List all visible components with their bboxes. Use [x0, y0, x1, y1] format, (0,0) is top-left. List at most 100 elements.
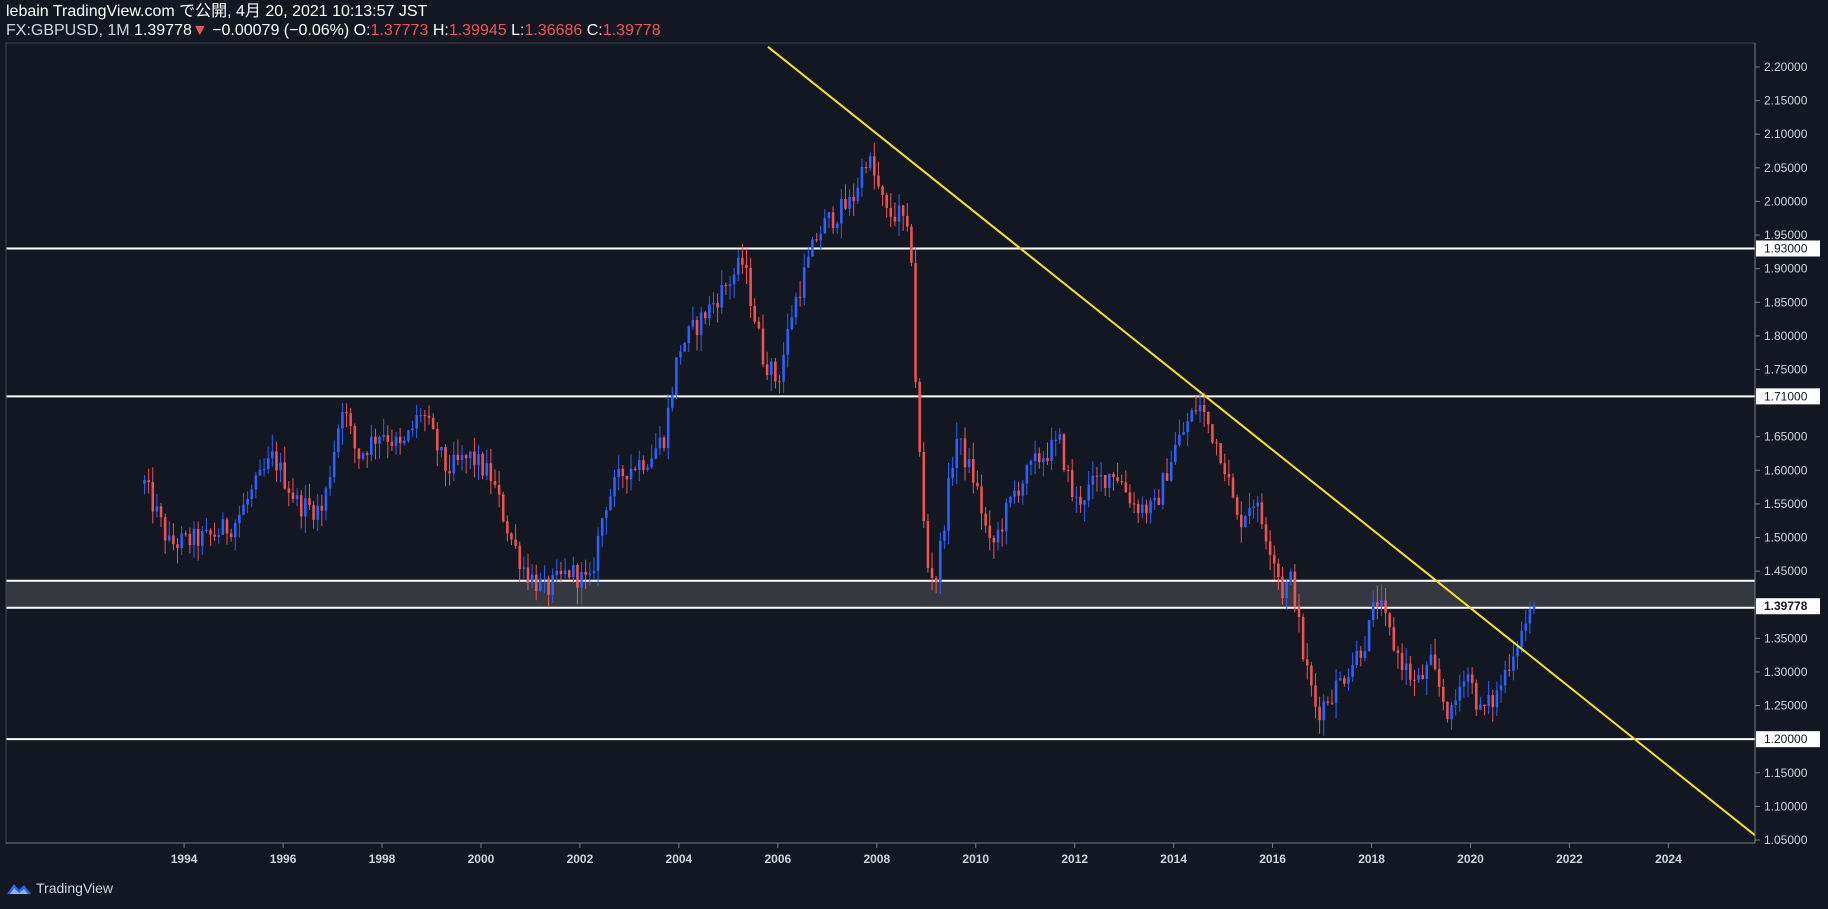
candle-body — [1161, 473, 1165, 505]
candle — [1359, 646, 1363, 667]
candle — [308, 483, 311, 511]
candle — [786, 313, 790, 368]
candle — [312, 500, 315, 529]
candle — [1425, 661, 1429, 696]
candle — [1495, 681, 1499, 716]
candle-body — [1281, 577, 1284, 599]
candle-body — [1351, 664, 1354, 677]
candle — [1153, 488, 1156, 510]
candle — [1029, 459, 1033, 476]
candle-body — [650, 458, 653, 468]
candle-body — [316, 505, 319, 520]
candle-body — [1499, 685, 1503, 691]
candle — [1091, 461, 1095, 500]
candle — [1458, 674, 1462, 712]
candle — [510, 532, 513, 545]
candle-body — [1466, 674, 1470, 682]
x-tick-label: 2008 — [863, 852, 890, 866]
candle-body — [699, 312, 703, 335]
candle-body — [271, 451, 274, 459]
candle-body — [403, 440, 406, 444]
candle-body — [1004, 502, 1008, 532]
candle-body — [1207, 412, 1210, 425]
candle-body — [757, 321, 761, 329]
candle — [1066, 465, 1070, 483]
candle — [415, 404, 418, 439]
candle — [1520, 621, 1523, 653]
candle-body — [1132, 503, 1136, 505]
candle-body — [1083, 500, 1086, 505]
candle — [724, 282, 728, 296]
candle — [1310, 661, 1313, 697]
candle-body — [246, 498, 249, 505]
candle — [967, 448, 971, 474]
candle — [1384, 587, 1387, 627]
candle — [617, 455, 620, 491]
candle-body — [1512, 656, 1515, 671]
price-axis-box-label: 1.71000 — [1764, 389, 1808, 403]
candle-body — [918, 381, 921, 452]
candle — [456, 439, 460, 466]
candle — [955, 422, 959, 485]
candle — [823, 209, 827, 234]
candle — [1004, 498, 1008, 545]
candle — [906, 203, 909, 232]
candle — [939, 532, 942, 594]
candle-body — [1520, 630, 1523, 648]
candle-body — [147, 480, 150, 483]
candle — [295, 488, 299, 507]
candle-body — [370, 436, 373, 456]
candle — [299, 489, 303, 529]
candle — [860, 158, 864, 197]
candle-body — [522, 567, 526, 569]
candle — [205, 518, 208, 534]
candle — [468, 451, 472, 470]
candle — [716, 293, 719, 323]
candle-body — [654, 448, 658, 459]
candle-body — [1042, 457, 1045, 463]
candle — [1178, 419, 1181, 447]
y-tick-label: 1.60000 — [1764, 463, 1808, 477]
y-tick-label: 1.45000 — [1764, 564, 1808, 578]
candle-body — [1058, 434, 1062, 440]
candle — [1087, 471, 1090, 508]
candle — [576, 563, 579, 605]
open-label: O: — [353, 22, 371, 39]
price-axis-box — [1756, 240, 1820, 257]
candle — [1351, 652, 1354, 682]
candle — [1281, 567, 1284, 605]
candle-body — [914, 263, 917, 382]
candle-body — [1169, 461, 1173, 481]
candle — [501, 491, 505, 523]
y-tick-label: 1.90000 — [1764, 262, 1808, 276]
candle-body — [378, 437, 381, 444]
candle-body — [811, 239, 814, 257]
candle — [798, 280, 802, 307]
candle — [897, 194, 901, 236]
candle-body — [506, 521, 509, 534]
candle-body — [992, 537, 996, 543]
candle-body — [308, 498, 311, 505]
candle — [889, 193, 893, 228]
candle — [163, 513, 167, 554]
candle — [497, 471, 501, 508]
symbol-label[interactable]: FX:GBPUSD, 1M — [6, 22, 130, 39]
candle — [1503, 660, 1507, 694]
candle-body — [534, 574, 538, 592]
candle-body — [304, 498, 307, 517]
candle-body — [225, 519, 229, 534]
candle — [1215, 438, 1218, 456]
candle — [452, 441, 456, 482]
candle-body — [1009, 496, 1012, 503]
candle — [703, 310, 707, 325]
candle-body — [671, 394, 674, 408]
candle-body — [1322, 701, 1326, 721]
candle — [864, 161, 868, 174]
candle — [1227, 459, 1231, 486]
candle-body — [658, 437, 662, 449]
candle — [794, 292, 798, 325]
y-tick-label: 1.10000 — [1764, 799, 1808, 813]
footer-brand[interactable]: TradingView — [36, 880, 114, 896]
candle — [1017, 481, 1020, 504]
